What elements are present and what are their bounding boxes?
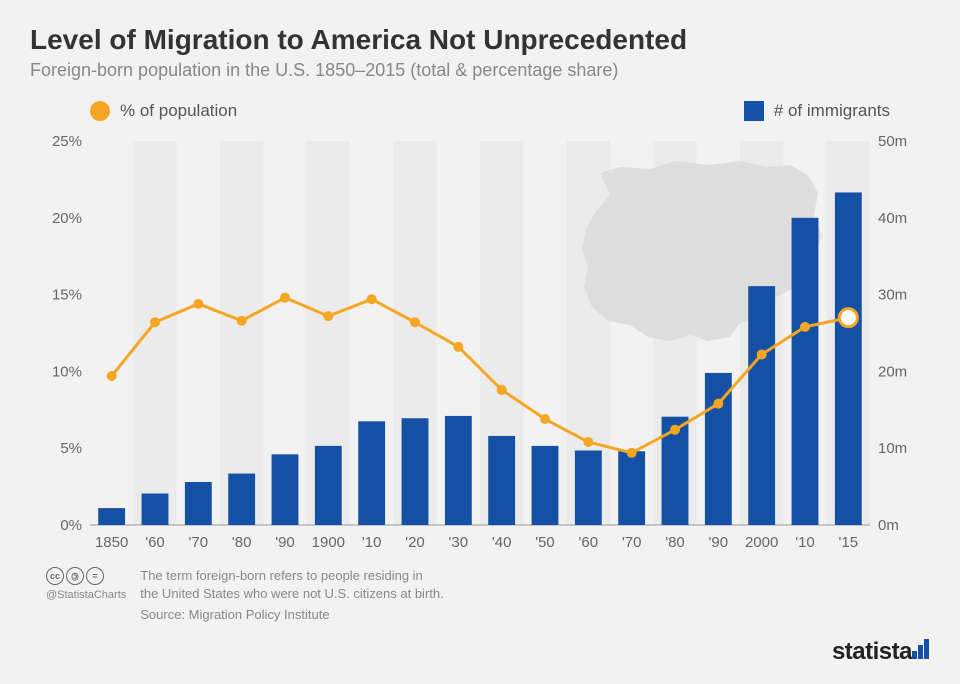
svg-text:25%: 25% bbox=[52, 133, 82, 150]
svg-text:'60: '60 bbox=[145, 534, 165, 551]
footnote-line2: the United States who were not U.S. citi… bbox=[140, 585, 443, 603]
svg-text:2000: 2000 bbox=[745, 534, 778, 551]
svg-text:30m: 30m bbox=[878, 287, 907, 304]
svg-text:'10: '10 bbox=[362, 534, 382, 551]
twitter-handle: @StatistaCharts bbox=[46, 589, 126, 601]
svg-text:10%: 10% bbox=[52, 363, 82, 380]
chart-subtitle: Foreign-born population in the U.S. 1850… bbox=[30, 60, 930, 81]
svg-text:1900: 1900 bbox=[312, 534, 345, 551]
svg-text:0%: 0% bbox=[60, 517, 82, 534]
footer: cc 🄯 = @StatistaCharts The term foreign-… bbox=[30, 567, 930, 622]
svg-text:1850: 1850 bbox=[95, 534, 128, 551]
cc-icon: cc bbox=[46, 567, 64, 585]
nd-icon: = bbox=[86, 567, 104, 585]
legend: % of population # of immigrants bbox=[30, 101, 930, 121]
chart-title: Level of Migration to America Not Unprec… bbox=[30, 24, 930, 56]
svg-text:50m: 50m bbox=[878, 133, 907, 150]
svg-text:'90: '90 bbox=[275, 534, 295, 551]
legend-imm-label: # of immigrants bbox=[774, 101, 890, 121]
svg-text:'80: '80 bbox=[232, 534, 252, 551]
by-icon: 🄯 bbox=[66, 567, 84, 585]
svg-text:'30: '30 bbox=[449, 534, 469, 551]
chart-svg: 0% 5% 10% 15% 20% 25% 0m 10m 20m 30m 40m 50m 1850 '60… bbox=[40, 133, 920, 553]
svg-text:0m: 0m bbox=[878, 517, 899, 534]
license-icons: cc 🄯 = @StatistaCharts bbox=[46, 567, 126, 601]
svg-text:40m: 40m bbox=[878, 210, 907, 227]
svg-text:5%: 5% bbox=[60, 440, 82, 457]
legend-pct-label: % of population bbox=[120, 101, 237, 121]
statista-logo: statista bbox=[832, 638, 930, 666]
svg-text:20%: 20% bbox=[52, 210, 82, 227]
legend-pct: % of population bbox=[90, 101, 237, 121]
svg-text:'70: '70 bbox=[622, 534, 642, 551]
svg-text:'90: '90 bbox=[709, 534, 729, 551]
svg-text:'80: '80 bbox=[665, 534, 685, 551]
svg-text:15%: 15% bbox=[52, 287, 82, 304]
legend-pct-icon bbox=[90, 101, 110, 121]
svg-text:'10: '10 bbox=[795, 534, 815, 551]
source-line: Source: Migration Policy Institute bbox=[140, 607, 443, 622]
legend-immigrants: # of immigrants bbox=[744, 101, 890, 121]
legend-imm-icon bbox=[744, 101, 764, 121]
svg-text:'20: '20 bbox=[405, 534, 425, 551]
svg-text:'70: '70 bbox=[189, 534, 209, 551]
svg-text:'60: '60 bbox=[579, 534, 599, 551]
footnote-line1: The term foreign-born refers to people r… bbox=[140, 567, 443, 585]
svg-text:'15: '15 bbox=[839, 534, 859, 551]
svg-text:10m: 10m bbox=[878, 440, 907, 457]
svg-text:'40: '40 bbox=[492, 534, 512, 551]
svg-text:'50: '50 bbox=[535, 534, 555, 551]
chart-area: 0% 5% 10% 15% 20% 25% 0m 10m 20m 30m 40m 50m 1850 '60… bbox=[40, 133, 920, 553]
svg-text:20m: 20m bbox=[878, 363, 907, 380]
